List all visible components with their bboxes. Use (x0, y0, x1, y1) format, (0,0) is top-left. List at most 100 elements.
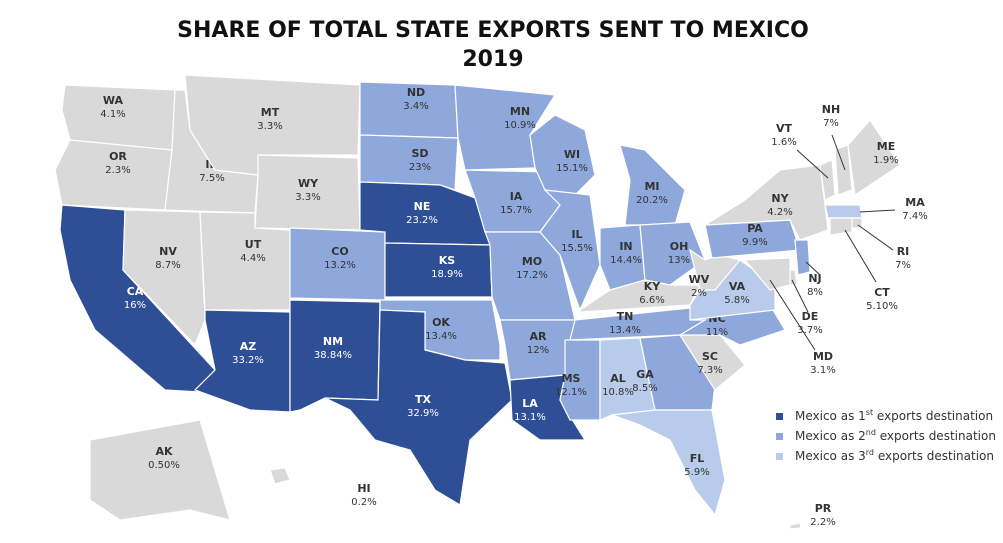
state-share: 4.4% (240, 253, 265, 264)
legend-text: exports destination (876, 429, 996, 443)
state-shape (324, 309, 513, 506)
state-shape (639, 334, 716, 411)
state-share: 8% (807, 287, 823, 298)
state-abbr: DE (802, 310, 819, 323)
state-abbr: NH (822, 103, 840, 116)
state-share: 15.5% (561, 243, 593, 254)
state-shape (824, 204, 863, 219)
state-shape (529, 114, 596, 196)
state-abbr: GA (636, 368, 654, 381)
legend-text: Mexico as 3 (795, 449, 866, 463)
state-abbr: MS (562, 372, 581, 385)
state-share: 1.6% (771, 137, 796, 148)
state-share: 38.84% (314, 350, 352, 361)
state-share: 14.4% (610, 255, 642, 266)
state-shape (689, 248, 742, 291)
state-abbr: MN (510, 105, 530, 118)
state-shape (539, 189, 601, 312)
state-share: 13% (668, 255, 690, 266)
state-share: 3.3% (257, 121, 282, 132)
state-share: 7.5% (199, 173, 224, 184)
state-abbr: WI (564, 148, 580, 161)
state-abbr: IA (510, 190, 523, 203)
state-share: 7.4% (902, 211, 927, 222)
state-abbr: KY (644, 280, 662, 293)
state-share: 18.9% (431, 269, 463, 280)
state-share: 13.4% (609, 325, 641, 336)
state-share: 5.9% (684, 467, 709, 478)
state-share: 6.6% (639, 295, 664, 306)
subtitle: 2019 (462, 47, 523, 72)
legend-text: exports destination (874, 449, 994, 463)
state-abbr: SD (411, 147, 428, 160)
state-shape (639, 221, 706, 286)
state-abbr: CO (331, 245, 348, 258)
state-abbr: NM (323, 335, 343, 348)
state-share: 2.3% (105, 165, 130, 176)
state-share: 2.2% (810, 517, 835, 528)
state-shape (579, 279, 701, 313)
legend-sup: nd (866, 428, 876, 437)
state-share: 7.3% (697, 365, 722, 376)
state-abbr: AR (530, 330, 548, 343)
legend-text: Mexico as 2 (795, 429, 866, 443)
state-shape (611, 409, 726, 517)
state-share: 0.50% (148, 460, 180, 471)
state-abbr: VA (729, 280, 746, 293)
state-share: 9.9% (742, 237, 767, 248)
legend-sup: st (866, 408, 873, 417)
state-shape (269, 467, 291, 485)
state-abbr: WA (103, 94, 124, 107)
leader-line (844, 229, 877, 283)
leader-line (831, 134, 846, 171)
state-share: 23% (409, 162, 431, 173)
state-share: 1.9% (873, 155, 898, 166)
state-shape (829, 217, 853, 236)
leader-line (857, 224, 894, 251)
state-shape (834, 144, 853, 196)
state-shape (122, 209, 206, 347)
state-abbr: NV (159, 245, 177, 258)
state-shape (789, 522, 802, 530)
state-abbr: HI (357, 482, 370, 495)
state-share: 10.9% (504, 120, 536, 131)
state-abbr: RI (897, 245, 910, 258)
legend-swatch (776, 433, 783, 440)
state-share: 12% (527, 345, 549, 356)
state-share: 4.1% (100, 109, 125, 120)
state-abbr: MO (522, 255, 542, 268)
state-share: 16% (124, 300, 146, 311)
state-abbr: MT (261, 106, 280, 119)
state-abbr: AZ (240, 340, 257, 353)
state-share: 33.2% (232, 355, 264, 366)
state-share: 13.2% (324, 260, 356, 271)
state-abbr: OR (109, 150, 127, 163)
state-abbr: AK (155, 445, 173, 458)
state-abbr: ND (407, 86, 425, 99)
state-share: 13.4% (425, 331, 457, 342)
state-abbr: OH (670, 240, 689, 253)
state-abbr: AL (610, 372, 626, 385)
leader-line (805, 261, 821, 276)
legend-label: Mexico as 1st exports destination (795, 408, 993, 423)
state-shape (819, 159, 836, 201)
state-abbr: PA (747, 222, 763, 235)
state-share: 13.1% (514, 412, 546, 423)
state-abbr: OK (432, 316, 450, 329)
leader-line (791, 279, 809, 313)
state-abbr: FL (690, 452, 705, 465)
state-share: 10.8% (602, 387, 634, 398)
state-share: 15.7% (500, 205, 532, 216)
legend-text: Mexico as 1 (795, 409, 866, 423)
state-share: 23.2% (406, 215, 438, 226)
state-share: 4.2% (767, 207, 792, 218)
state-shape (794, 239, 811, 276)
state-share: 15.1% (556, 163, 588, 174)
state-abbr: WV (689, 273, 710, 286)
legend-swatch (776, 413, 783, 420)
state-share: 17.2% (516, 270, 548, 281)
state-abbr: NY (771, 192, 789, 205)
state-abbr: MA (905, 196, 925, 209)
